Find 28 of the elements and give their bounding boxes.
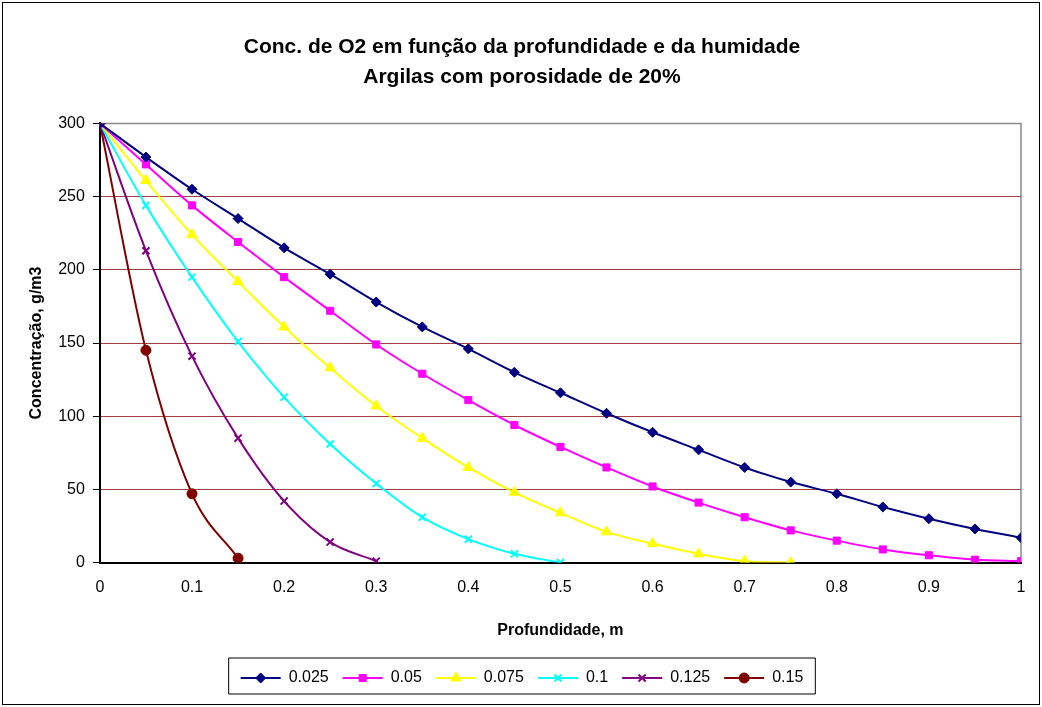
x-tick-label: 0.8 — [825, 577, 848, 595]
x-tick-label: 0.1 — [180, 577, 204, 595]
y-tick-label: 250 — [58, 187, 85, 205]
legend-label: 0.15 — [772, 668, 804, 686]
x-tick-label: 0.3 — [365, 577, 388, 595]
chart-subtitle: Argilas com porosidade de 20% — [363, 63, 682, 87]
legend-label: 0.05 — [390, 668, 422, 686]
legend-label: 0.125 — [670, 668, 711, 686]
legend-label: 0.1 — [585, 668, 609, 686]
legend-label: 0.025 — [288, 668, 329, 686]
y-tick-label: 0 — [75, 553, 85, 571]
y-tick-label: 150 — [58, 333, 85, 351]
x-axis-title: Profundidade, m — [497, 620, 624, 638]
y-tick-label: 300 — [58, 113, 85, 131]
x-tick-label: 0.9 — [917, 577, 941, 595]
x-tick-label: 0.6 — [641, 577, 664, 595]
y-tick-label: 200 — [58, 260, 85, 278]
chart-title: Conc. de O2 em função da profundidade e da humidade — [243, 34, 801, 58]
legend-label: 0.075 — [483, 668, 524, 686]
y-tick-label: 50 — [67, 479, 85, 497]
x-tick-label: 0.5 — [549, 577, 572, 595]
y-axis-title: Concentração, g/m3 — [27, 266, 45, 420]
x-tick-label: 0.7 — [733, 577, 756, 595]
x-tick-label: 0.4 — [457, 577, 480, 595]
x-tick-label: 0.2 — [272, 577, 296, 595]
x-tick-label: 0 — [95, 577, 105, 595]
x-tick-label: 1 — [1016, 577, 1026, 595]
y-tick-label: 100 — [58, 406, 85, 424]
